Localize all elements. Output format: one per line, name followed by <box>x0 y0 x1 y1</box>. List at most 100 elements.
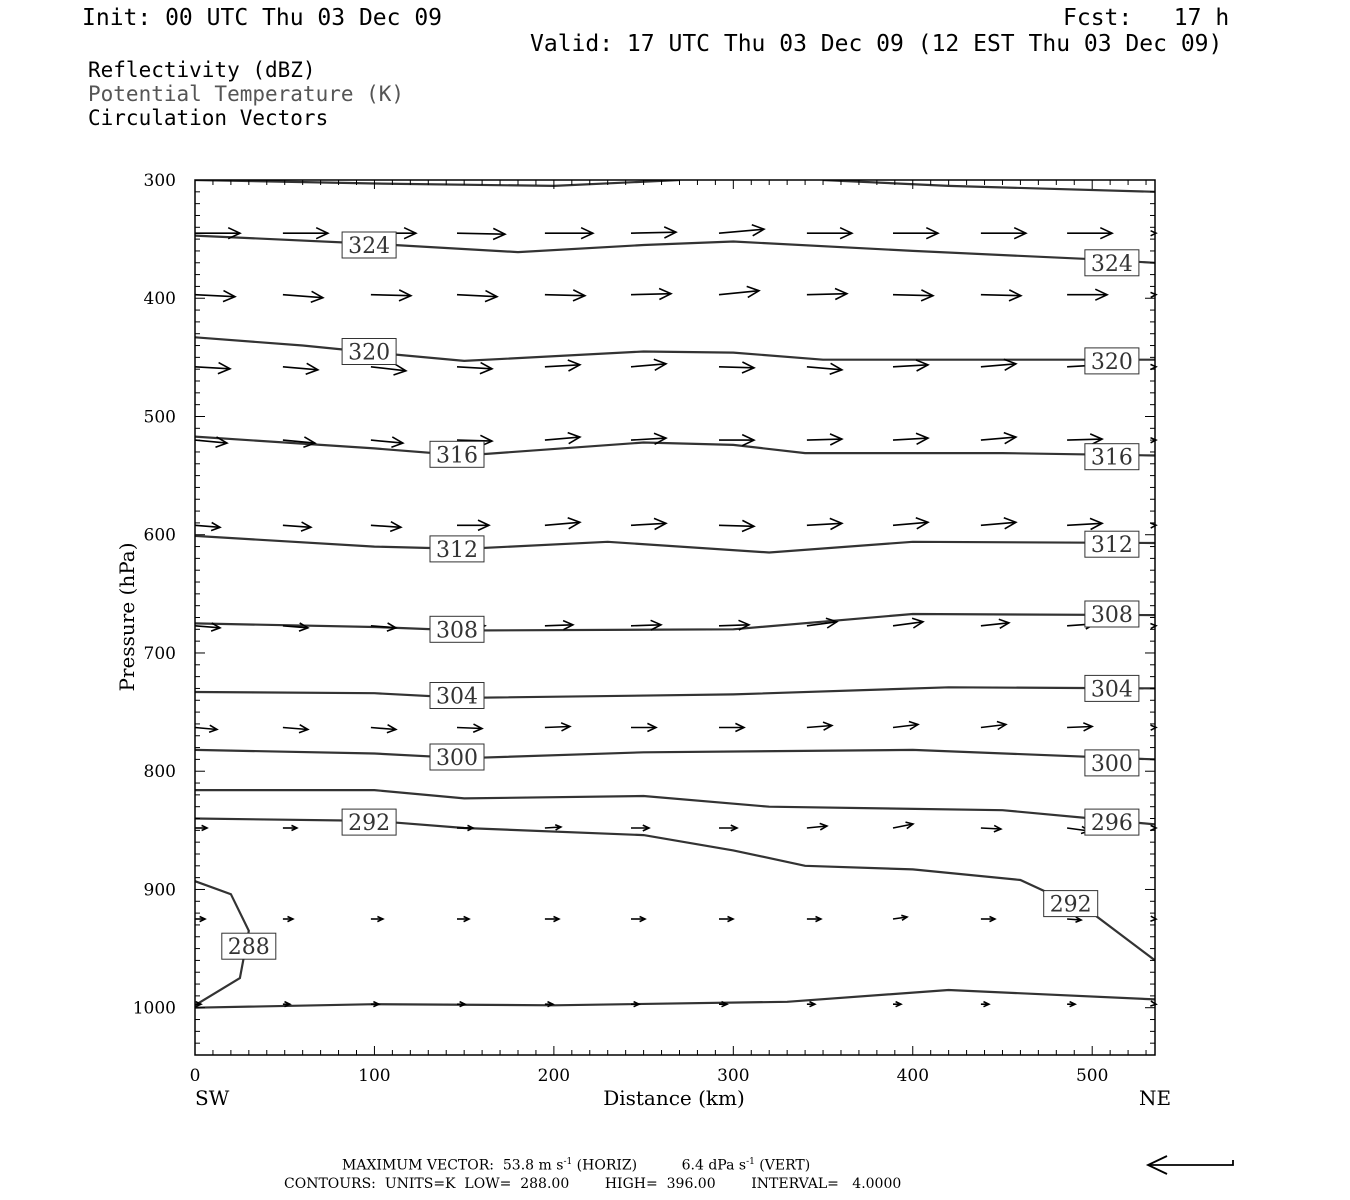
contour-label-300: 300 <box>1084 749 1140 777</box>
circulation-vector <box>282 226 330 240</box>
contour-high-value: 396.00 <box>666 1176 716 1192</box>
svg-text:312: 312 <box>436 538 478 563</box>
svg-text:316: 316 <box>436 443 478 468</box>
circulation-vector <box>892 914 909 921</box>
circulation-vector <box>544 1000 555 1008</box>
circulation-vector <box>194 521 222 532</box>
contour-label-320: 320 <box>1084 347 1140 375</box>
plot-frame <box>194 179 1156 1056</box>
circulation-vector <box>892 517 930 530</box>
x-left-endpoint: SW <box>195 1086 230 1110</box>
contour-low-value: 288.00 <box>520 1176 570 1192</box>
circulation-vector <box>457 1000 467 1008</box>
max-horiz-exponent: -1 <box>563 1157 573 1167</box>
circulation-vector <box>631 824 651 832</box>
contour-line-unlabeled-12 <box>195 988 1155 1009</box>
circulation-vector <box>630 432 668 446</box>
x-axis-title: Distance (km) <box>603 1086 745 1110</box>
circulation-vector <box>282 622 310 632</box>
svg-text:320: 320 <box>1091 350 1133 375</box>
contour-labels: 324 324 320 320 316 316 312 312 308 308 304 304 300 3… <box>221 231 1140 960</box>
y-tick-label: 400 <box>144 289 176 309</box>
circulation-vector <box>980 431 1018 445</box>
legend-potential-temperature: Potential Temperature (K) <box>88 82 405 106</box>
max-vert-tag: (VERT) <box>759 1157 811 1174</box>
circulation-vectors <box>194 223 1158 1008</box>
circulation-vector <box>718 285 761 299</box>
svg-text:300: 300 <box>436 746 478 771</box>
svg-text:296: 296 <box>1091 811 1133 836</box>
circulation-vector <box>893 226 940 240</box>
svg-text:288: 288 <box>228 935 270 960</box>
circulation-vector <box>282 436 317 449</box>
circulation-vector <box>544 915 561 923</box>
circulation-vector <box>631 915 647 923</box>
y-tick-label: 900 <box>144 881 176 901</box>
circulation-vector <box>980 517 1018 530</box>
svg-text:300: 300 <box>1091 752 1133 777</box>
contour-label-324: 324 <box>341 231 397 259</box>
circulation-vector <box>806 226 854 240</box>
contour-high-label: HIGH= <box>604 1176 658 1192</box>
svg-text:304: 304 <box>436 685 478 710</box>
contour-interval-value: 4.0000 <box>852 1176 902 1192</box>
circulation-vector <box>194 622 222 632</box>
contour-label-316: 316 <box>1084 443 1140 471</box>
circulation-vector <box>1067 722 1094 732</box>
circulation-vector <box>370 724 398 734</box>
svg-text:312: 312 <box>1091 533 1133 558</box>
circulation-vector <box>718 223 766 237</box>
x-tick-label: 300 <box>717 1066 749 1086</box>
contour-line-304 <box>195 686 1155 700</box>
circulation-vector <box>980 226 1028 240</box>
circulation-vector <box>630 287 673 301</box>
max-vert-value: 6.4 <box>681 1157 704 1174</box>
circulation-vector <box>718 361 756 374</box>
circulation-vector <box>544 722 572 732</box>
contour-label-300: 300 <box>429 743 485 771</box>
circulation-vector <box>806 1000 817 1008</box>
max-horiz-units: m s <box>538 1157 564 1174</box>
contour-label-324: 324 <box>1084 249 1140 277</box>
contour-line-312 <box>195 534 1155 554</box>
contour-line-324 <box>195 234 1155 264</box>
circulation-vector <box>282 724 310 734</box>
x-tick-label: 400 <box>897 1066 929 1086</box>
circulation-vector <box>630 358 668 371</box>
contour-label-312: 312 <box>429 535 485 563</box>
max-vert-exponent: -1 <box>746 1157 755 1167</box>
circulation-vector <box>806 721 834 731</box>
y-tick-label: 1000 <box>133 999 176 1019</box>
circulation-vector <box>370 915 385 923</box>
contour-units: UNITS=K <box>384 1176 456 1192</box>
circulation-vector <box>719 433 756 447</box>
circulation-vector <box>719 824 739 832</box>
max-vector-arrow <box>1145 1155 1234 1175</box>
circulation-vector <box>1067 433 1104 446</box>
circulation-vector <box>370 521 403 533</box>
circulation-vector <box>544 823 563 831</box>
circulation-vector <box>980 1000 991 1008</box>
circulation-vector <box>631 722 658 733</box>
circulation-vector <box>456 289 499 303</box>
max-vector-label: MAXIMUM VECTOR: <box>342 1157 494 1174</box>
circulation-vector <box>980 618 1011 629</box>
svg-text:324: 324 <box>1091 252 1133 277</box>
circulation-vector <box>282 362 320 376</box>
contour-label-308: 308 <box>1084 600 1140 628</box>
circulation-vector <box>544 517 582 530</box>
forecast-hour: Fcst: 17 h <box>1063 5 1229 31</box>
circulation-vector <box>370 436 405 449</box>
y-tick-label: 600 <box>144 526 176 546</box>
circulation-vector <box>1067 916 1083 923</box>
tick-labels: 0 100 200 300 400 500 300 400 500 600 700 800 900 100… <box>133 171 1109 1086</box>
contour-low-label: LOW= <box>464 1176 512 1192</box>
circulation-vector <box>806 517 844 531</box>
circulation-vector <box>282 915 295 923</box>
contour-line-308 <box>195 612 1155 632</box>
svg-text:308: 308 <box>436 618 478 643</box>
y-tick-label: 500 <box>144 408 176 428</box>
circulation-vector <box>892 821 915 830</box>
contour-label-320: 320 <box>341 338 397 366</box>
circulation-vector <box>1067 517 1104 531</box>
